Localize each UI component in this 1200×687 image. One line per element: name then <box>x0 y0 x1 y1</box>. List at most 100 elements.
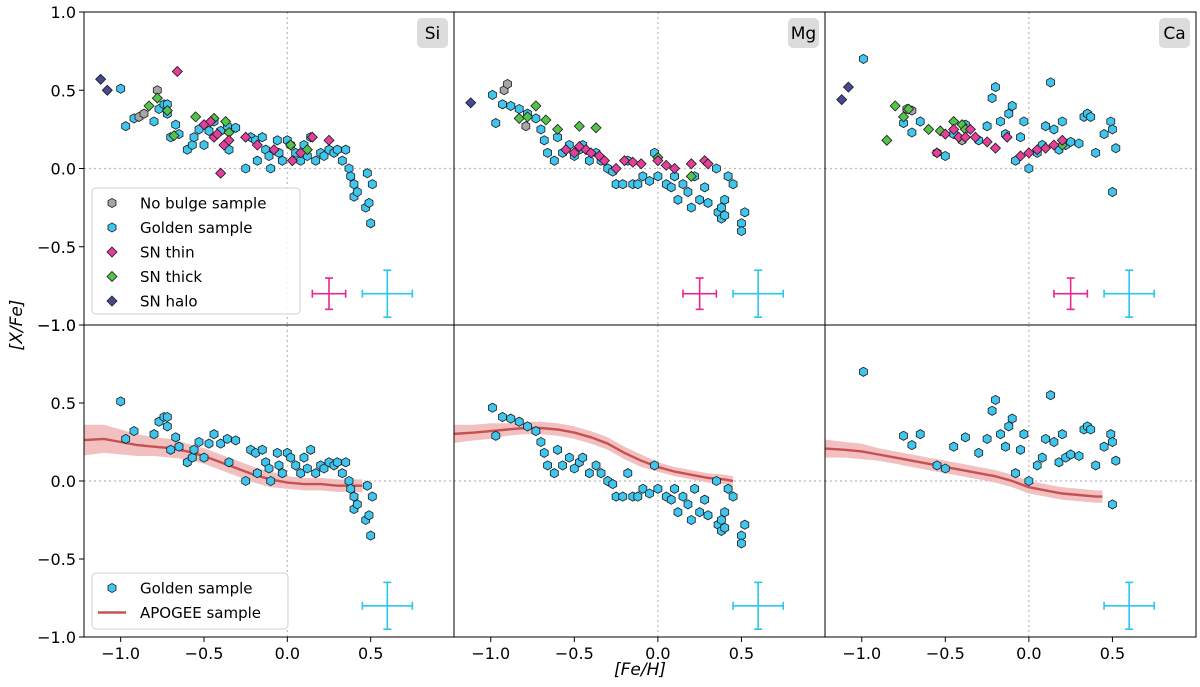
golden-point-ca-bottom-37 <box>1108 499 1117 510</box>
golden-point-si-top-47 <box>341 144 351 155</box>
y-tick-label-0-1: 0.5 <box>51 81 76 100</box>
x-axis-label: [Fe/H] <box>614 660 666 680</box>
no-bulge-point-si-top-1 <box>139 108 149 119</box>
golden-point-ca-bottom-6 <box>949 441 959 452</box>
sn-thin-point-mg-top-13 <box>669 162 681 175</box>
sn-thick-point-ca-top-0 <box>881 134 893 146</box>
golden-point-ca-bottom-34 <box>1099 441 1109 452</box>
golden-point-si-top-21 <box>231 122 241 133</box>
golden-point-si-bottom-26 <box>257 444 267 455</box>
sn-thin-point-si-top-0 <box>171 65 183 78</box>
golden-point-si-top-12 <box>187 139 197 151</box>
golden-point-ca-top-12 <box>996 116 1005 127</box>
golden-point-mg-top-51 <box>737 226 746 237</box>
golden-point-si-bottom-32 <box>277 468 287 479</box>
golden-point-si-bottom-45 <box>332 457 342 468</box>
golden-point-ca-top-33 <box>1091 147 1101 158</box>
golden-point-mg-bottom-27 <box>638 483 648 494</box>
golden-point-ca-top-15 <box>1007 100 1017 111</box>
legend-top-frame <box>91 187 301 315</box>
sn-thin-point-ca-top-10 <box>1014 150 1027 162</box>
golden-point-mg-bottom-23 <box>618 491 628 502</box>
golden-point-ca-bottom-32 <box>1086 424 1096 435</box>
sn-thin-point-si-top-5 <box>215 167 227 179</box>
golden-point-mg-top-4 <box>514 103 524 115</box>
golden-point-si-top-46 <box>337 155 347 166</box>
sn-thin-point-si-top-12 <box>295 147 307 159</box>
golden-point-si-bottom-15 <box>199 452 209 463</box>
golden-point-ca-bottom-35 <box>1106 429 1116 440</box>
golden-point-ca-top-37 <box>1108 186 1117 198</box>
sn-halo-point-ca-top-0 <box>836 94 848 106</box>
golden-point-ca-bottom-15 <box>1007 413 1017 424</box>
golden-point-mg-bottom-16 <box>578 452 588 463</box>
golden-point-si-top-13 <box>189 132 199 143</box>
golden-point-ca-top-2 <box>907 127 917 138</box>
golden-point-mg-top-0 <box>488 89 497 100</box>
sn-thin-point-ca-top-4 <box>959 131 971 143</box>
error-bar-golden-ca-bottom <box>1103 581 1156 631</box>
golden-point-mg-top-49 <box>728 179 738 190</box>
golden-point-si-bottom-3 <box>149 429 159 440</box>
golden-point-mg-bottom-39 <box>695 507 704 518</box>
sn-thin-point-si-top-7 <box>223 134 235 146</box>
golden-point-si-bottom-17 <box>209 429 219 440</box>
golden-point-si-bottom-6 <box>162 411 172 423</box>
golden-point-mg-top-23 <box>618 179 628 190</box>
golden-point-si-top-45 <box>332 144 342 155</box>
legend-bottom: Golden sample APOGEE sample <box>91 572 289 630</box>
golden-point-mg-top-10 <box>549 155 559 166</box>
legend-top-marker-4 <box>106 295 118 307</box>
legend-top-marker-1 <box>107 222 117 233</box>
sn-thick-point-ca-top-3 <box>902 103 915 115</box>
sn-thin-point-si-top-10 <box>268 144 280 156</box>
sn-thick-point-si-top-1 <box>151 92 163 104</box>
golden-point-mg-bottom-6 <box>531 426 541 437</box>
golden-point-ca-top-3 <box>915 116 925 127</box>
golden-point-mg-top-8 <box>539 135 549 146</box>
golden-point-mg-bottom-11 <box>553 444 562 455</box>
golden-point-mg-top-44 <box>717 202 726 213</box>
golden-point-mg-bottom-19 <box>596 468 606 479</box>
golden-point-si-bottom-55 <box>364 510 374 521</box>
golden-point-mg-bottom-5 <box>523 421 532 432</box>
panel-ca-bottom <box>825 325 1196 637</box>
golden-point-mg-top-2 <box>498 99 507 110</box>
golden-point-ca-bottom-3 <box>915 429 925 440</box>
legend-top-label-3: SN thick <box>140 268 202 286</box>
golden-point-si-top-50 <box>349 179 359 190</box>
apogee-line-ca-bottom <box>825 447 1103 498</box>
golden-point-si-bottom-14 <box>194 436 204 448</box>
no-bulge-point-mg-top-1 <box>503 78 512 90</box>
panel-si-top <box>84 12 454 325</box>
golden-point-mg-bottom-4 <box>514 416 524 427</box>
golden-point-si-top-1 <box>121 121 131 132</box>
golden-point-ca-top-1 <box>899 118 908 129</box>
golden-point-mg-top-9 <box>543 147 552 158</box>
y-tick-label-1-1: 0.5 <box>51 394 76 413</box>
golden-point-mg-bottom-3 <box>506 413 516 424</box>
golden-point-si-bottom-28 <box>264 463 274 474</box>
golden-point-ca-bottom-16 <box>1011 468 1020 479</box>
golden-point-ca-bottom-11 <box>991 394 1000 405</box>
golden-point-mg-bottom-26 <box>633 491 643 502</box>
golden-point-ca-bottom-26 <box>1057 429 1067 440</box>
sn-thin-point-ca-top-2 <box>948 123 960 135</box>
sn-thin-point-ca-top-5 <box>964 123 976 135</box>
golden-point-si-bottom-13 <box>189 444 199 455</box>
error-bar-golden-mg-top <box>732 269 785 318</box>
element-label-mg-top: Mg <box>791 24 816 44</box>
golden-point-ca-bottom-29 <box>1074 450 1084 462</box>
golden-point-ca-bottom-13 <box>1001 441 1010 452</box>
golden-point-mg-top-17 <box>585 155 594 166</box>
sn-thin-point-mg-top-7 <box>610 162 622 175</box>
sn-thick-point-si-top-0 <box>143 100 155 112</box>
sn-thick-point-mg-top-8 <box>685 170 697 182</box>
error-bar-golden-ca-top <box>1103 269 1156 318</box>
golden-point-si-top-25 <box>252 155 262 166</box>
golden-point-mg-top-41 <box>703 197 713 208</box>
axes-layer: −1.0 −0.5 0.0 0.5 −1.0 −0.5 0.0 0.5 −1.0 −0.5 0.0 0… <box>37 3 1125 663</box>
sn-thin-point-ca-top-1 <box>939 128 951 140</box>
sn-thick-point-si-top-4 <box>190 111 202 123</box>
golden-point-si-bottom-10 <box>174 441 184 452</box>
